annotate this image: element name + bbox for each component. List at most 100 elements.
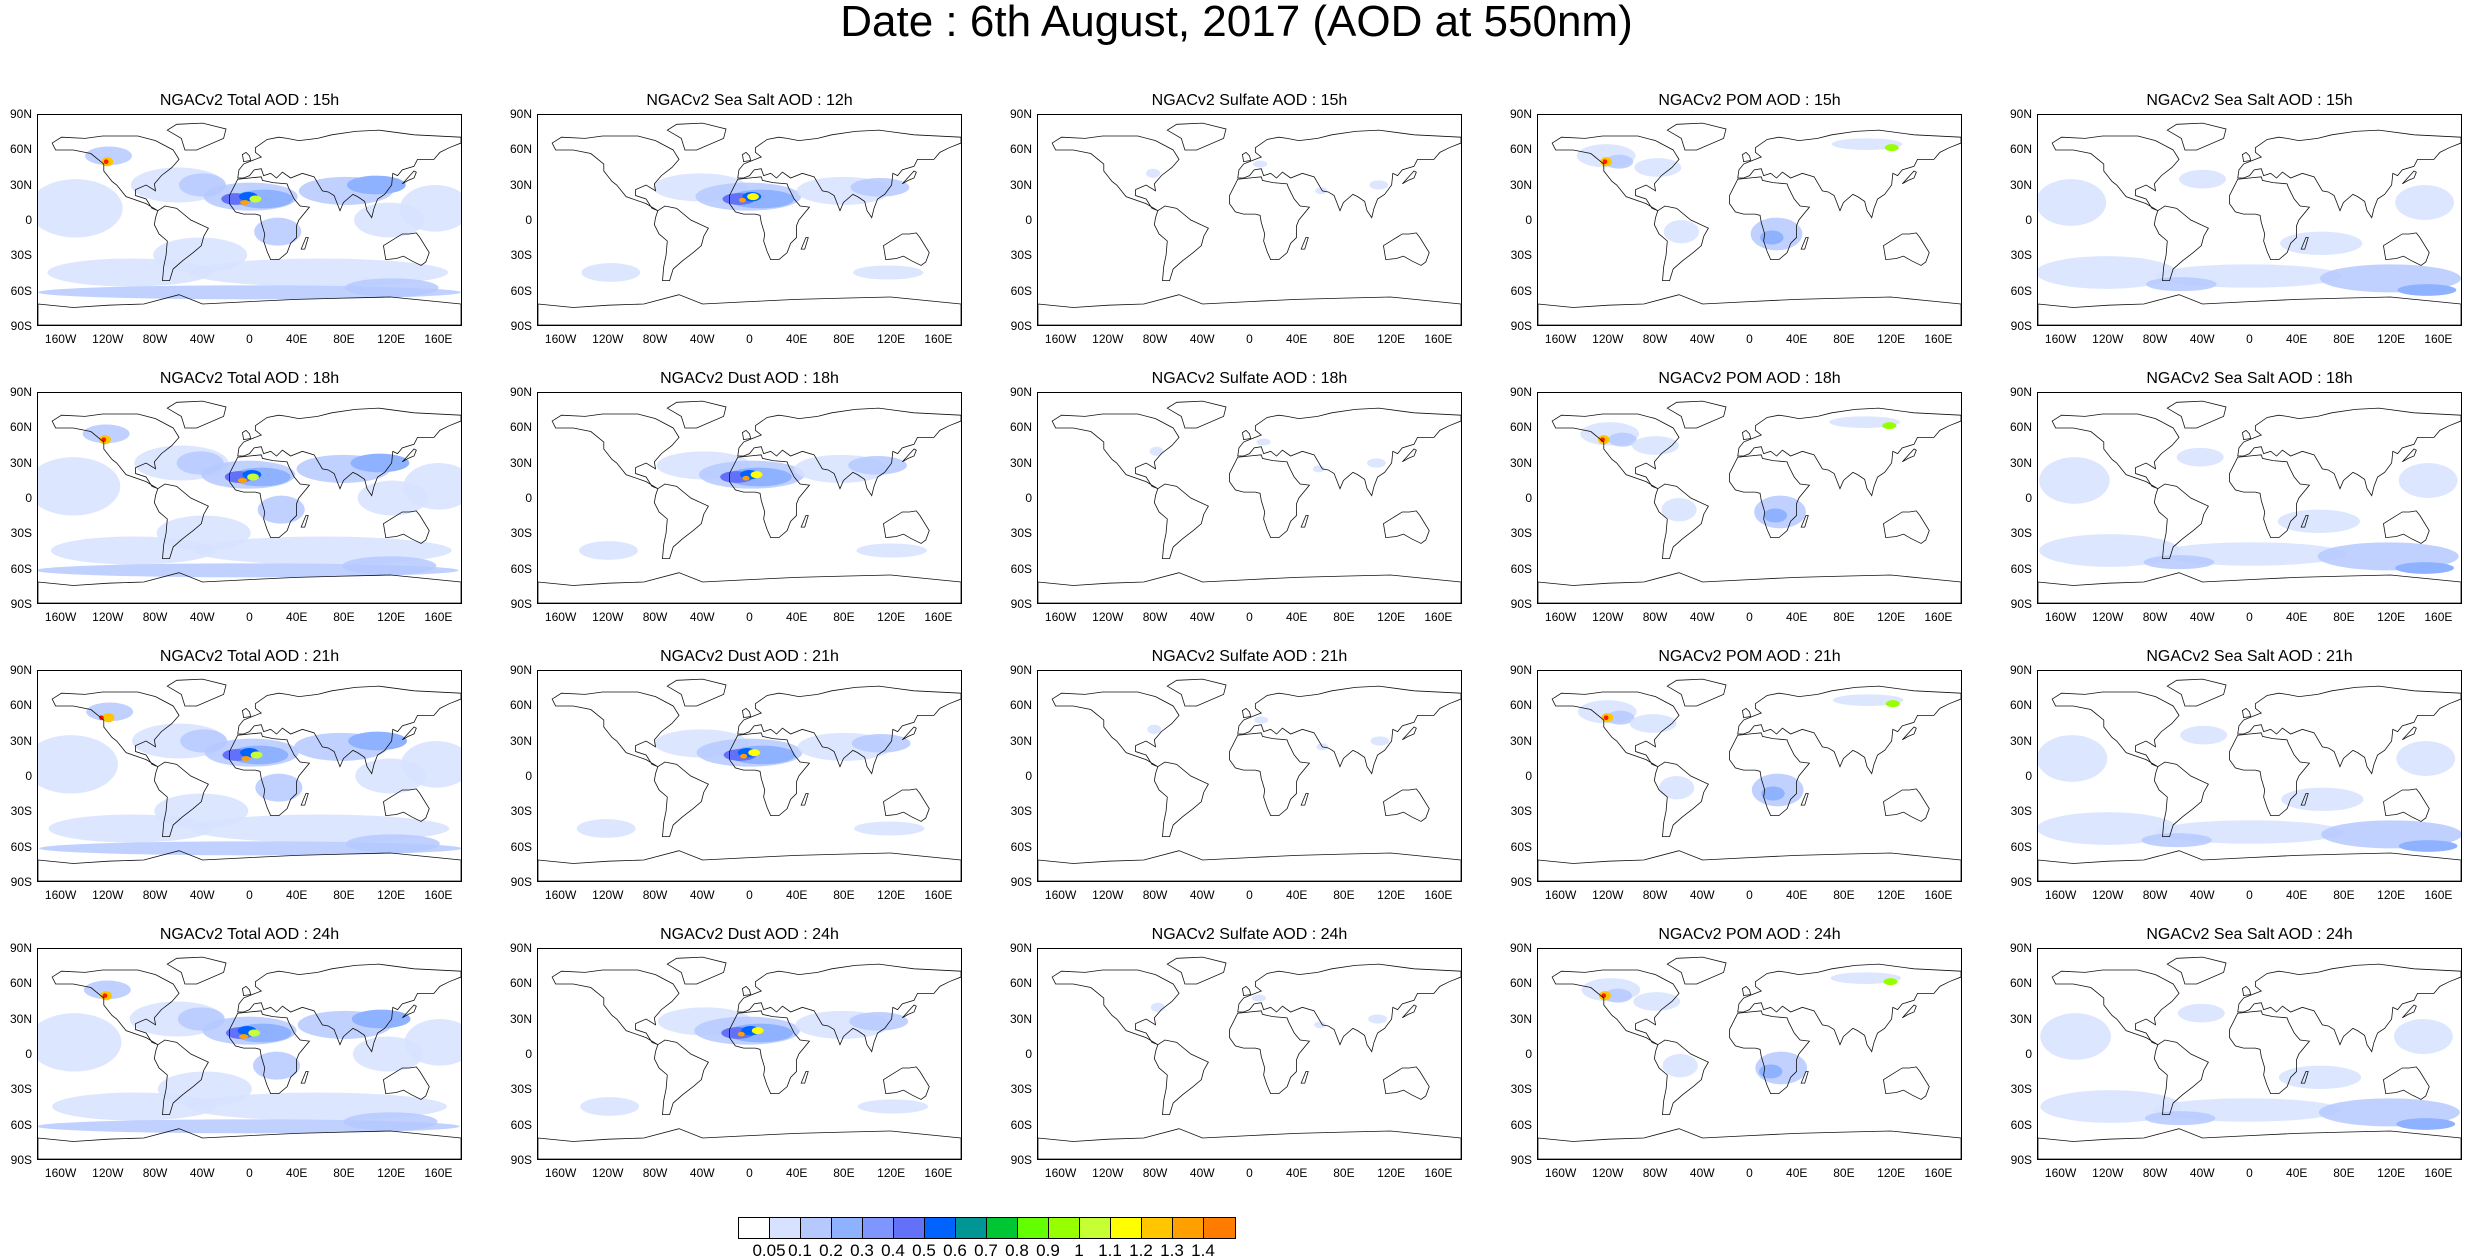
coastline (153, 1039, 209, 1116)
coastline (2229, 1010, 2311, 1095)
latitude-label: 60N (9, 142, 32, 157)
longitude-label: 160E (1924, 332, 1953, 346)
latitude-label: 60S (1510, 1117, 1532, 1132)
aod-field (1882, 422, 1897, 430)
longitude-label: 0 (1246, 888, 1253, 902)
longitude-label: 0 (246, 1166, 253, 1180)
latitude-label: 90S (2010, 875, 2032, 889)
coastline (166, 400, 227, 429)
aod-field (751, 1027, 764, 1035)
aod-field (580, 1097, 640, 1116)
latitude-label: 30S (2010, 1082, 2032, 1097)
aod-field (1256, 438, 1271, 446)
colorbar-label: 1.4 (1191, 1241, 1215, 1260)
aod-field (2176, 447, 2224, 467)
panel-title: NGACv2 Sulfate AOD : 21h (1151, 648, 1348, 665)
coastline (153, 483, 209, 560)
longitude-label: 80W (1142, 610, 1168, 624)
longitude-label: 120W (1092, 610, 1124, 624)
latitude-label: 60N (1009, 976, 1032, 991)
coastline (1229, 732, 1311, 817)
colorbar-swatch (1173, 1218, 1204, 1238)
coastline (1729, 454, 1811, 539)
longitude-label: 40W (1689, 888, 1715, 902)
longitude-label: 40E (1786, 1166, 1808, 1180)
colorbar-swatch (987, 1218, 1018, 1238)
latitude-label: 30N (2009, 177, 2032, 192)
coastline (883, 232, 930, 266)
aod-field (38, 457, 121, 516)
coastline (1038, 572, 1461, 603)
map-panel: NGACv2 POM AOD : 15h 90N 60N 30N 0 30S 60S 90S 1… (1500, 92, 1962, 346)
longitude-label: 40W (689, 1166, 715, 1180)
colorbar-label: 0.2 (819, 1241, 843, 1260)
coastline (737, 685, 961, 775)
aod-field (2277, 509, 2360, 533)
longitude-label: 80W (642, 610, 668, 624)
aod-field (2395, 562, 2454, 574)
longitude-label: 0 (246, 610, 253, 624)
aod-field (1253, 160, 1268, 168)
longitude-label: 40E (786, 888, 808, 902)
latitude-label: 60S (1010, 283, 1032, 298)
coastline (1741, 985, 1752, 997)
coastline (2237, 685, 2461, 775)
coastline (1800, 793, 1809, 806)
latitude-label: 60N (1009, 420, 1032, 435)
coastline (1729, 732, 1811, 817)
longitude-label: 120E (1377, 888, 1406, 902)
aod-field (1251, 994, 1266, 1002)
aod-field (102, 713, 115, 723)
longitude-label: 120W (2092, 1166, 2124, 1180)
coastline (2241, 429, 2252, 441)
aod-field (1370, 736, 1390, 746)
coastline (1300, 515, 1309, 528)
latitude-label: 30N (1509, 177, 1532, 192)
aod-field (103, 159, 109, 164)
coastline (2153, 761, 2209, 838)
colorbar-swatch (925, 1218, 956, 1238)
aod-field (357, 480, 429, 516)
longitude-label: 160W (544, 888, 577, 902)
coastline (653, 483, 709, 560)
colorbar-swatch (739, 1218, 770, 1238)
longitude-label: 40E (1286, 332, 1308, 346)
coastline (1737, 407, 1961, 497)
coastline (1800, 237, 1809, 250)
coastline (1383, 232, 1430, 266)
longitude-label: 160E (1424, 610, 1453, 624)
aod-field (249, 195, 262, 203)
aod-field (101, 437, 107, 442)
longitude-label: 120E (377, 610, 406, 624)
coastline (1401, 170, 1417, 185)
aod-field (355, 758, 426, 794)
longitude-label: 160E (924, 1166, 953, 1180)
longitude-label: 120E (1377, 610, 1406, 624)
longitude-label: 0 (2246, 610, 2253, 624)
coastline (1737, 963, 1961, 1053)
coastline (2383, 232, 2430, 266)
coastline (2300, 1071, 2309, 1084)
latitude-label: 0 (525, 491, 532, 505)
latitude-label: 60S (10, 1117, 32, 1132)
latitude-label: 60N (9, 420, 32, 435)
page-title: Date : 6th August, 2017 (AOD at 550nm) (840, 0, 1633, 46)
longitude-label: 80E (333, 888, 355, 902)
map-area (1537, 114, 1962, 326)
longitude-label: 160E (924, 610, 953, 624)
map-panel: NGACv2 Sea Salt AOD : 24h 90N 60N 30N 0 30S 60… (2000, 926, 2462, 1180)
coastline (2153, 205, 2209, 282)
longitude-label: 40E (286, 888, 308, 902)
latitude-label: 0 (1525, 491, 1532, 505)
coastline (666, 122, 727, 151)
coastline (2153, 1039, 2209, 1116)
latitude-label: 90S (10, 597, 32, 611)
longitude-label: 40W (1689, 1166, 1715, 1180)
colorbar-label: 1.3 (1160, 1241, 1184, 1260)
aod-field (153, 237, 248, 273)
longitude-label: 120W (1092, 332, 1124, 346)
aod-field (1763, 508, 1788, 523)
latitude-label: 60N (1009, 698, 1032, 713)
latitude-label: 0 (1525, 213, 1532, 227)
latitude-label: 90N (1009, 385, 1032, 399)
